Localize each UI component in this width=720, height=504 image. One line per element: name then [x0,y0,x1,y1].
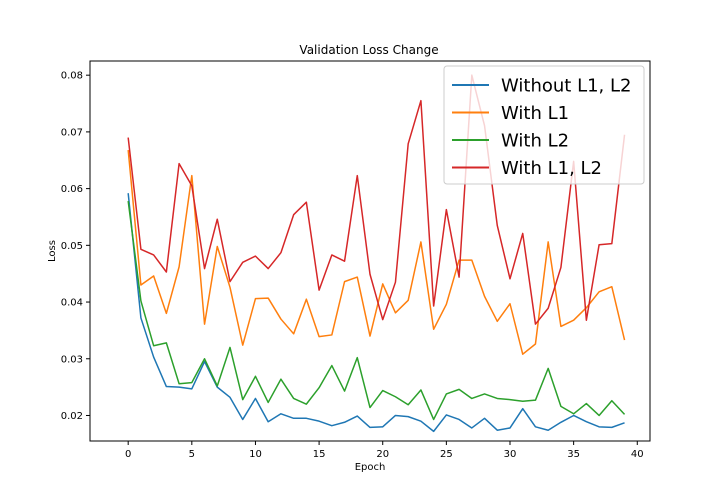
y-tick-label: 0.03 [61,354,83,365]
legend-box [443,65,645,185]
legend-label-4: With L1, L2 [501,158,602,179]
y-tick-label: 0.08 [61,71,83,82]
x-tick-label: 15 [313,449,326,460]
legend-label-3: With L2 [501,131,569,152]
x-tick-label: 30 [504,449,517,460]
y-tick-label: 0.04 [61,298,83,309]
series-line-4 [127,74,626,325]
ticks-layer: 0 5 10 15 20 25 30 35 40 0.02 0.03 0.04 0.05 0.06 0.07… [61,71,644,460]
legend-label-1: Without L1, L2 [501,76,631,97]
y-tick-label: 0.05 [61,241,83,252]
x-tick-label: 40 [631,449,644,460]
y-axis-label: Loss [47,240,58,262]
y-tick-label: 0.07 [61,127,83,138]
y-tick-label: 0.06 [61,184,83,195]
series-line-2 [127,149,626,355]
legend-label-2: With L1 [501,103,569,124]
series-layer [127,74,626,433]
x-tick-label: 20 [376,449,389,460]
x-tick-label: 35 [567,449,580,460]
x-tick-label: 5 [189,449,195,460]
x-tick-label: 0 [125,449,131,460]
y-tick-label: 0.02 [61,411,83,422]
x-axis-label: Epoch [355,462,386,473]
chart-title: Validation Loss Change [299,43,438,57]
plot-frame [89,60,651,442]
x-tick-label: 25 [440,449,453,460]
x-tick-label: 10 [249,449,262,460]
legend: Without L1, L2 With L1 With L2 With L1, L2 [443,65,645,185]
series-line-1 [127,193,625,433]
series-line-3 [127,200,626,421]
